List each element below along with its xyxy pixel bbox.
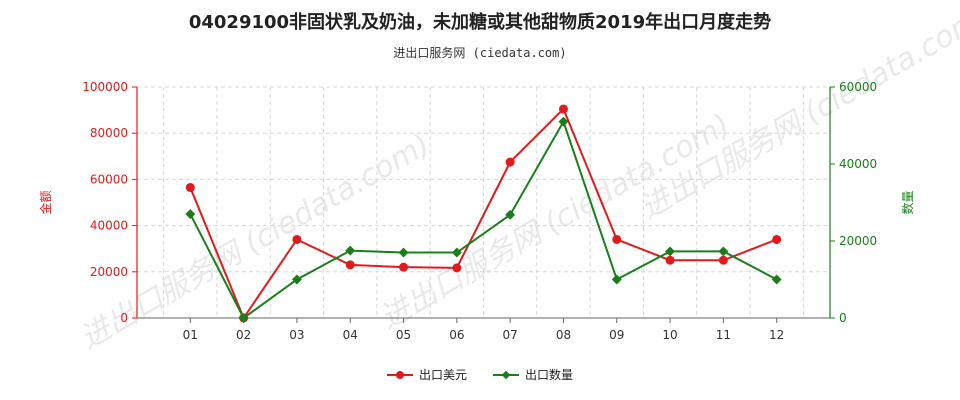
legend-swatch-export-value [386, 370, 413, 380]
x-tick-label: 01 [183, 328, 198, 342]
chart-title: 04029100非固状乳及奶油，未加糖或其他甜物质2019年出口月度走势 [188, 12, 772, 33]
data-point-export-quantity [505, 209, 516, 220]
y-tick-label-left: 100000 [82, 80, 128, 94]
y-tick-label-right: 40000 [839, 157, 877, 171]
x-tick-label: 03 [289, 328, 304, 342]
data-point-export-quantity [345, 245, 356, 256]
data-point-export-value [345, 260, 355, 270]
data-point-export-value [665, 255, 675, 265]
series-line-export-value [189, 107, 778, 321]
legend-label-export-value: 出口美元 [418, 368, 467, 382]
x-tick-label: 02 [236, 328, 251, 342]
data-point-export-quantity [611, 274, 622, 285]
x-tick-label: 08 [556, 328, 571, 342]
chart-subtitle: 进出口服务网 (ciedata.com) [393, 46, 567, 60]
legend-swatch-export-quantity [493, 370, 519, 380]
watermark-text: 进出口服务网 (ciedata.com) [374, 107, 736, 336]
y-tick-label-left: 0 [120, 311, 128, 325]
data-point-export-value [558, 104, 568, 114]
chart-legend: 出口美元 出口数量 [0, 366, 960, 383]
data-point-export-quantity [291, 274, 302, 285]
x-tick-label: 11 [716, 328, 731, 342]
y-tick-label-right: 20000 [839, 234, 877, 248]
data-point-export-value [452, 263, 462, 273]
y-tick-label-left: 40000 [90, 219, 128, 233]
data-point-export-quantity [558, 116, 569, 127]
data-point-export-value [292, 234, 302, 244]
x-tick-label: 09 [609, 328, 624, 342]
data-point-export-value [185, 182, 195, 192]
x-tick-label: 10 [662, 328, 677, 342]
x-tick-label: 12 [769, 328, 784, 342]
legend-item-export-value[interactable]: 出口美元 [386, 366, 467, 383]
data-point-export-value [612, 234, 622, 244]
data-point-export-value [772, 234, 782, 244]
y-tick-label-left: 80000 [90, 126, 128, 140]
x-tick-label: 06 [449, 328, 464, 342]
data-point-export-value [718, 255, 728, 265]
x-tick-label: 05 [396, 328, 411, 342]
x-tick-label: 07 [503, 328, 518, 342]
y-tick-label-left: 60000 [90, 172, 128, 186]
legend-item-export-quantity[interactable]: 出口数量 [493, 366, 573, 383]
watermark-text: 进出口服务网 (ciedata.com) [74, 127, 436, 356]
data-point-export-value [505, 157, 515, 167]
data-point-export-quantity [771, 274, 782, 285]
data-point-export-quantity [185, 209, 196, 219]
y-tick-label-right: 0 [839, 311, 847, 325]
y-tick-label-right: 60000 [839, 80, 877, 94]
y-tick-label-left: 20000 [90, 265, 128, 279]
data-point-export-quantity [665, 246, 676, 257]
data-point-export-value [399, 262, 409, 272]
series-line-export-quantity [189, 119, 778, 320]
data-point-export-quantity [398, 247, 409, 258]
legend-label-export-quantity: 出口数量 [525, 368, 574, 382]
x-tick-label: 04 [343, 328, 358, 342]
data-point-export-quantity [238, 313, 249, 323]
y-axis-left-title: 金额 [38, 190, 53, 214]
data-point-export-quantity [718, 246, 729, 257]
y-axis-right-title: 数量 [900, 190, 915, 214]
